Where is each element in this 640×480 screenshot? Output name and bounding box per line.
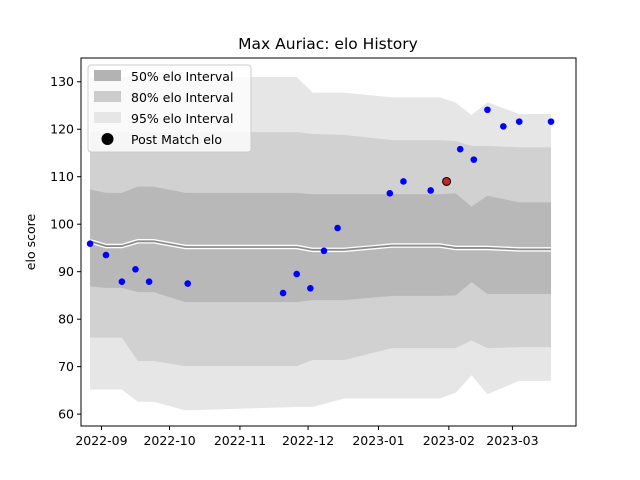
legend-swatch-95 xyxy=(94,112,121,123)
post-match-point xyxy=(118,278,126,285)
post-match-point xyxy=(320,247,328,255)
y-tick-label: 70 xyxy=(58,359,74,374)
post-match-point xyxy=(386,190,394,197)
x-tick-label: 2022-10 xyxy=(143,433,195,448)
legend-label-post-match: Post Match elo xyxy=(131,132,222,147)
plot-frame xyxy=(80,57,577,427)
x-tick-label: 2022-12 xyxy=(282,433,334,448)
y-tick-label: 110 xyxy=(50,169,74,184)
x-tick-label: 2022-09 xyxy=(75,433,127,448)
chart-title: Max Auriac: elo History xyxy=(238,35,418,53)
post-match-point xyxy=(427,187,434,194)
legend-marker-post-match xyxy=(101,133,114,145)
legend-swatch-80 xyxy=(94,91,121,102)
post-match-point xyxy=(456,145,464,153)
legend-label-95: 95% elo Interval xyxy=(131,111,233,126)
plot-area xyxy=(86,76,555,411)
post-match-point xyxy=(293,270,301,278)
post-match-point xyxy=(334,224,341,232)
post-match-point xyxy=(86,240,94,247)
y-axis-label: elo score xyxy=(23,214,38,271)
post-match-point xyxy=(515,118,523,125)
post-match-point xyxy=(145,278,153,285)
x-tick-label: 2023-02 xyxy=(423,433,475,448)
legend-box xyxy=(87,64,252,153)
post-match-point xyxy=(500,123,507,130)
x-axis: 2022-09 2022-10 2022-11 2022-12 2023-01 2023-… xyxy=(75,426,539,448)
x-tick-label: 2022-11 xyxy=(214,433,266,448)
legend: 50% elo Interval 80% elo Interval 95% el… xyxy=(87,64,252,153)
post-match-point xyxy=(102,251,110,259)
y-tick-label: 90 xyxy=(58,264,74,279)
post-match-point xyxy=(184,280,192,287)
y-tick-label: 130 xyxy=(50,74,74,89)
post-match-point xyxy=(132,266,139,273)
y-tick-label: 60 xyxy=(58,407,74,422)
legend-swatch-50 xyxy=(94,70,121,81)
post-match-points xyxy=(86,106,555,297)
legend-label-80: 80% elo Interval xyxy=(131,90,233,105)
y-tick-label: 80 xyxy=(58,312,74,327)
post-match-point xyxy=(400,178,407,185)
post-match-point xyxy=(470,156,478,163)
band-50-interval xyxy=(90,186,552,303)
median-line xyxy=(89,240,552,251)
x-tick-label: 2023-03 xyxy=(486,433,538,448)
post-match-point xyxy=(307,285,314,292)
y-tick-label: 100 xyxy=(50,217,74,232)
x-tick-label: 2023-01 xyxy=(352,433,404,448)
y-tick-label: 120 xyxy=(50,122,74,137)
post-match-point xyxy=(279,289,287,297)
highlight-point xyxy=(442,176,452,186)
post-match-point xyxy=(484,106,491,114)
post-match-point xyxy=(547,118,555,125)
y-axis: 60 70 80 90 100 110 120 130 xyxy=(50,74,81,422)
legend-label-50: 50% elo Interval xyxy=(131,69,233,84)
